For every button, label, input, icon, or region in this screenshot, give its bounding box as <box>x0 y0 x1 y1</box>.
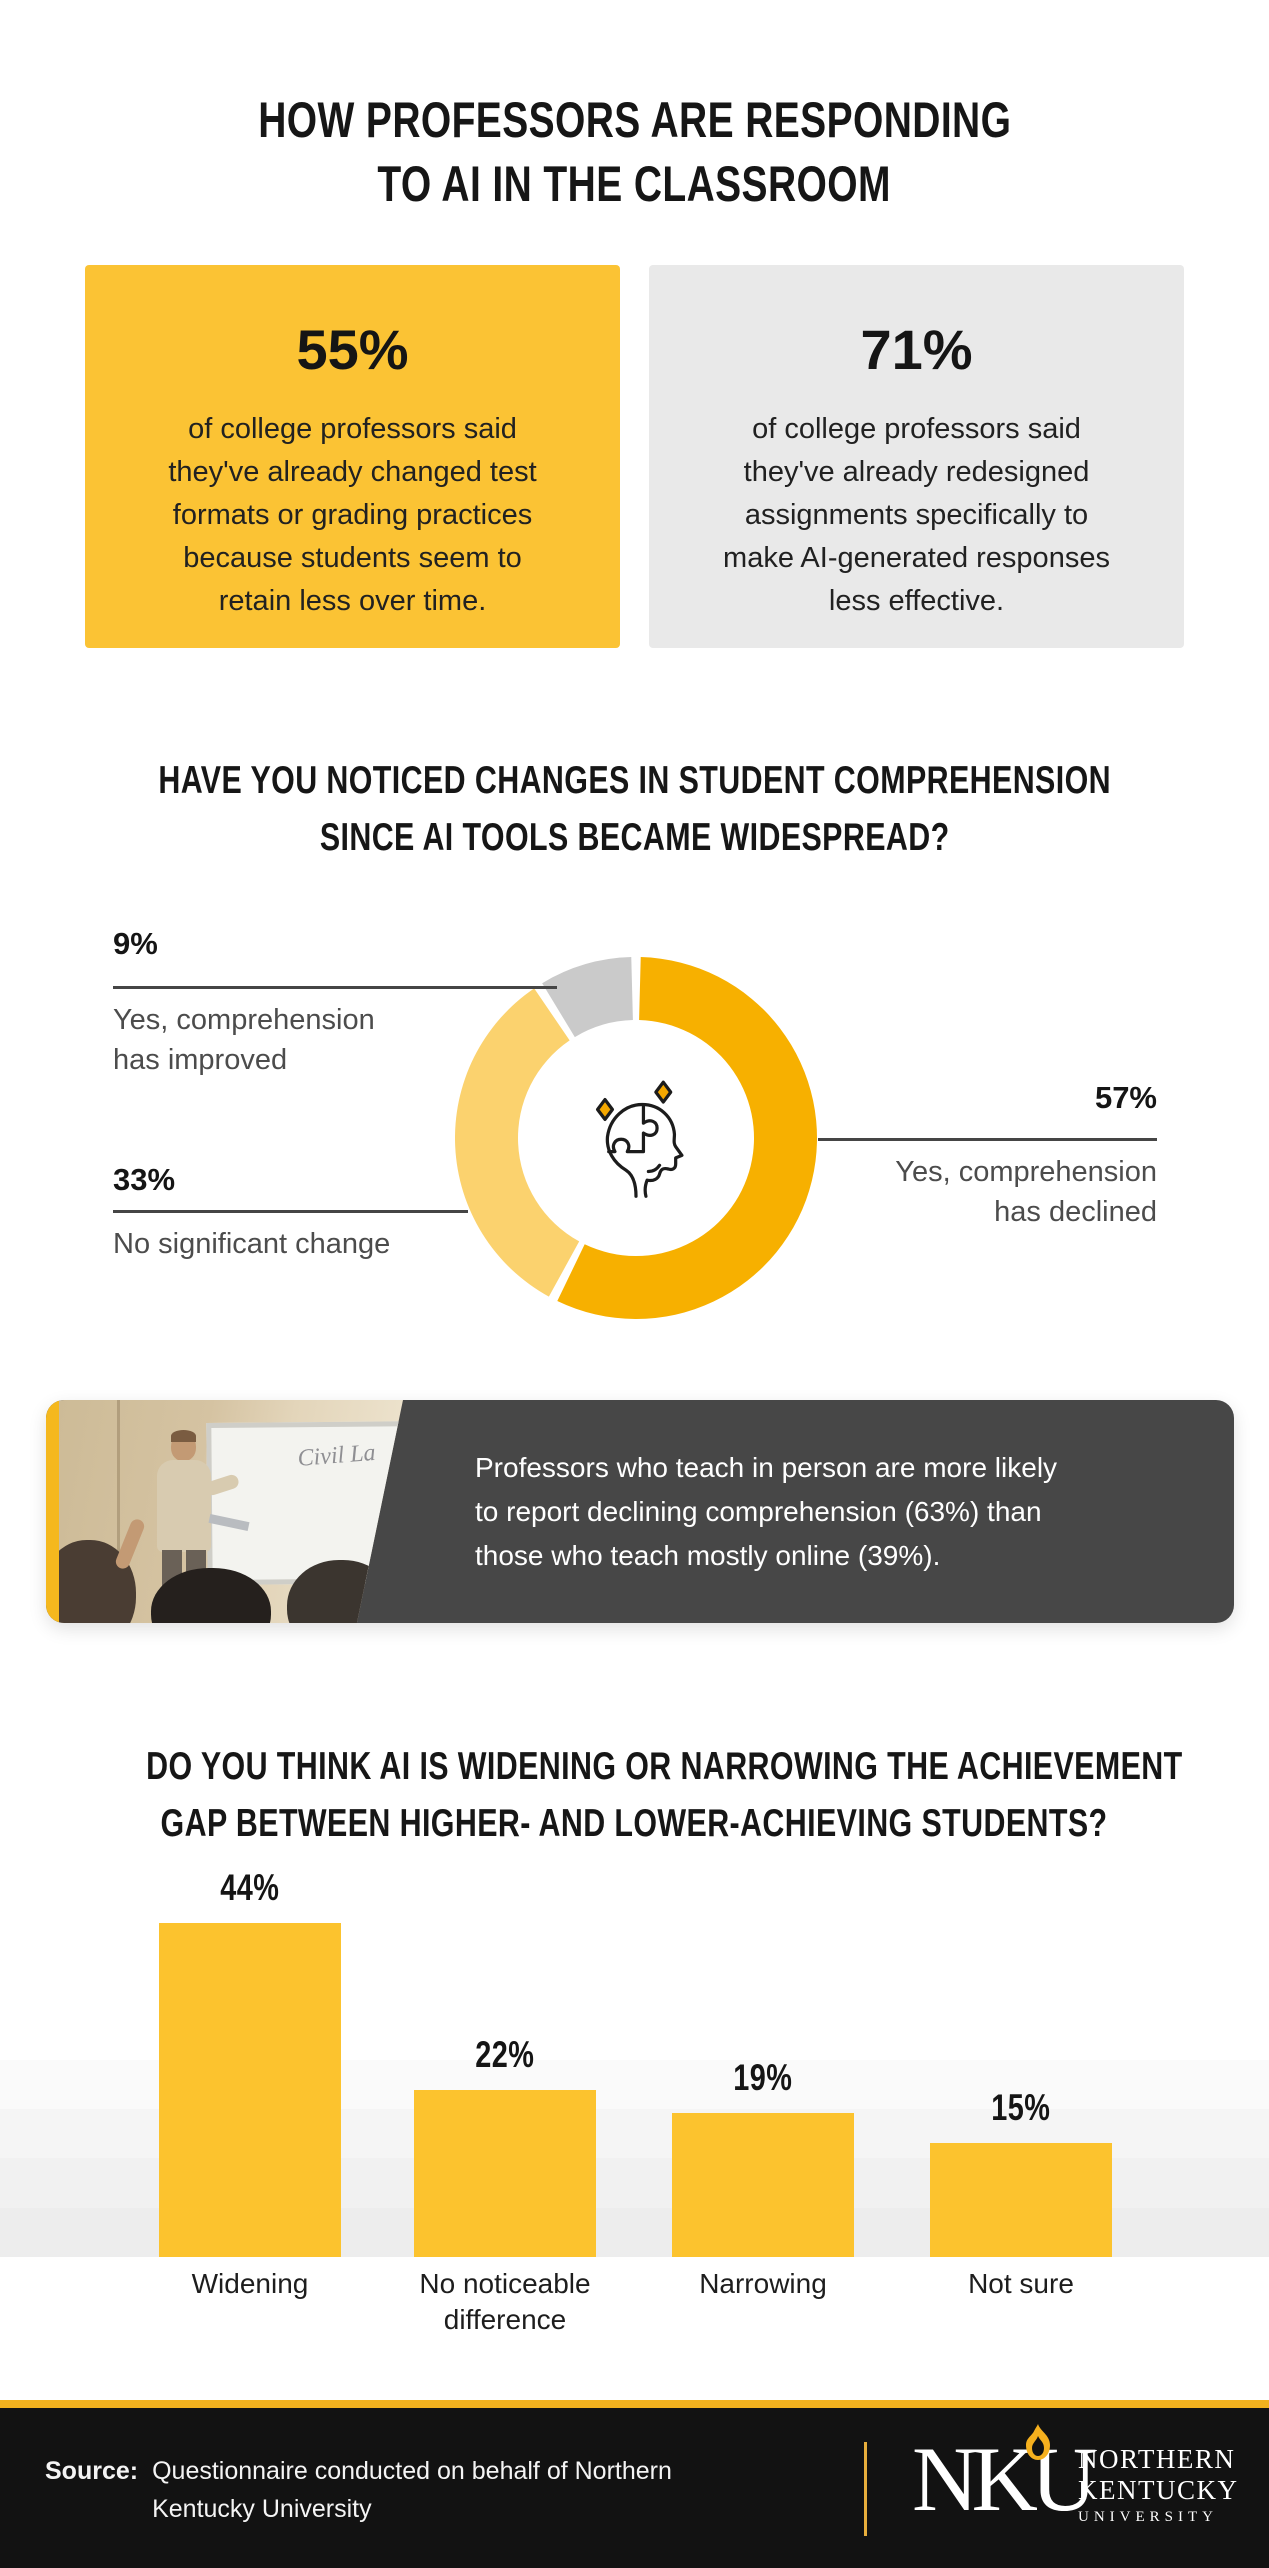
classroom-photo: Civil La <box>59 1400 403 1623</box>
heading-line: HAVE YOU NOTICED CHANGES IN STUDENT COMP… <box>158 759 1111 802</box>
callout-line: Professors who teach in person are more … <box>475 1451 1058 1483</box>
page-title-line1: HOW PROFESSORS ARE RESPONDING <box>257 92 1012 148</box>
stat-text-line: retain less over time. <box>218 585 487 617</box>
bar-no-difference: 22% <box>414 2034 596 2257</box>
stat-card-test-formats: 55% of college professors said they've a… <box>85 265 620 648</box>
stat-text-line: they've already changed test <box>168 456 537 488</box>
professor-hair <box>171 1430 196 1442</box>
stat-text-line: assignments specifically to <box>744 499 1089 531</box>
leader-line-nochange <box>113 1210 468 1213</box>
bar-rect <box>672 2113 854 2257</box>
donut-label-improved-text: Yes, comprehension has improved <box>113 1000 375 1080</box>
nku-wordmark-line: KENTUCKY <box>1078 2475 1239 2505</box>
bar-rect <box>414 2090 596 2257</box>
achievement-gap-question-heading: DO YOU THINK AI IS WIDENING OR NARROWING… <box>0 1738 1269 1852</box>
bar-category-widening: Widening <box>191 2268 309 2299</box>
inperson-vs-online-callout: Civil La Professors who teach in person … <box>46 1400 1234 1623</box>
head-puzzle-icon <box>595 1080 684 1198</box>
professor-jacket <box>157 1460 211 1552</box>
leader-line-declined <box>818 1138 1157 1141</box>
bar-value-label: 15% <box>991 2087 1051 2128</box>
bar-category-not-sure: Not sure <box>968 2268 1074 2299</box>
label-line: Yes, comprehension <box>113 1004 375 1036</box>
callout-line: those who teach mostly online (39%). <box>475 1539 941 1571</box>
stat-value: 71% <box>860 318 973 381</box>
page-title-line2: TO AI IN THE CLASSROOM <box>377 156 892 212</box>
source-line: Questionnaire conducted on behalf of Nor… <box>152 2457 672 2485</box>
nku-monogram: NKU <box>912 2428 1097 2530</box>
nku-flame-icon <box>1026 2424 1050 2460</box>
source-label: Source: <box>45 2457 139 2485</box>
page-title: HOW PROFESSORS ARE RESPONDING TO AI IN T… <box>0 88 1269 216</box>
bar-rect <box>159 1923 341 2257</box>
bar-widening: 44% <box>159 1867 341 2257</box>
donut-segment <box>455 988 580 1297</box>
wall-panel-line <box>117 1400 120 1623</box>
bar-not-sure: 15% <box>930 2087 1112 2257</box>
callout-accent-stripe <box>46 1400 59 1623</box>
donut-label-nochange-pct: 33% <box>113 1162 176 1197</box>
label-line: has declined <box>994 1196 1157 1228</box>
bar-narrowing: 19% <box>672 2057 854 2257</box>
donut-label-improved-pct: 9% <box>113 926 158 961</box>
bar-category-no-difference: No noticeable difference <box>419 2268 591 2335</box>
heading-line: GAP BETWEEN HIGHER- AND LOWER-ACHIEVING … <box>161 1802 1108 1845</box>
source-line: Kentucky University <box>152 2495 372 2523</box>
heading-line: DO YOU THINK AI IS WIDENING OR NARROWING… <box>146 1745 1183 1788</box>
donut-segment <box>557 957 817 1319</box>
donut-segment <box>542 957 633 1038</box>
heading-line: SINCE AI TOOLS BECAME WIDESPREAD? <box>319 816 950 859</box>
stat-text-line: less effective. <box>828 585 1005 617</box>
bar-chart: 44% 22% 19% 15% <box>159 1867 1123 2257</box>
footer-divider <box>864 2442 867 2536</box>
source-block: Source: Questionnaire conducted on behal… <box>45 2452 672 2528</box>
bar-rect <box>930 2143 1112 2257</box>
bar-value-label: 22% <box>475 2034 535 2075</box>
label-line: has improved <box>113 1044 288 1076</box>
whiteboard-writing: Civil La <box>296 1439 377 1472</box>
bar-category-narrowing: Narrowing <box>699 2268 827 2299</box>
stat-text-line: make AI-generated responses <box>723 542 1110 574</box>
stat-text-line: formats or grading practices <box>172 499 533 531</box>
donut-label-declined-text: Yes, comprehension has declined <box>757 1152 1157 1232</box>
nku-wordmark: NORTHERN KENTUCKY UNIVERSITY <box>1078 2444 1239 2526</box>
donut-label-declined-pct: 57% <box>1094 1080 1157 1115</box>
callout-text-block: Professors who teach in person are more … <box>475 1400 1215 1623</box>
label-line: Yes, comprehension <box>895 1156 1157 1188</box>
whiteboard: Civil La <box>206 1421 403 1585</box>
nku-wordmark-line: UNIVERSITY <box>1078 2509 1218 2525</box>
callout-line: to report declining comprehension (63%) … <box>475 1495 1042 1527</box>
nku-wordmark-line: NORTHERN <box>1078 2444 1236 2474</box>
bar-value-label: 19% <box>733 2057 793 2098</box>
stat-text-line: of college professors said <box>188 413 517 445</box>
stat-value: 55% <box>296 318 409 381</box>
stat-card-redesigned-assignments: 71% of college professors said they've a… <box>649 265 1184 648</box>
stat-text-line: they've already redesigned <box>743 456 1090 488</box>
footer: Source: Questionnaire conducted on behal… <box>0 2400 1269 2568</box>
leader-line-improved <box>113 986 557 989</box>
donut-label-nochange-text: No significant change <box>113 1224 390 1264</box>
donut-chart <box>455 957 817 1319</box>
bar-value-label: 44% <box>220 1867 280 1908</box>
label-line: No significant change <box>113 1228 391 1260</box>
comprehension-question-heading: HAVE YOU NOTICED CHANGES IN STUDENT COMP… <box>0 752 1269 866</box>
stat-text-line: of college professors said <box>752 413 1081 445</box>
stat-text-line: because students seem to <box>183 542 522 574</box>
